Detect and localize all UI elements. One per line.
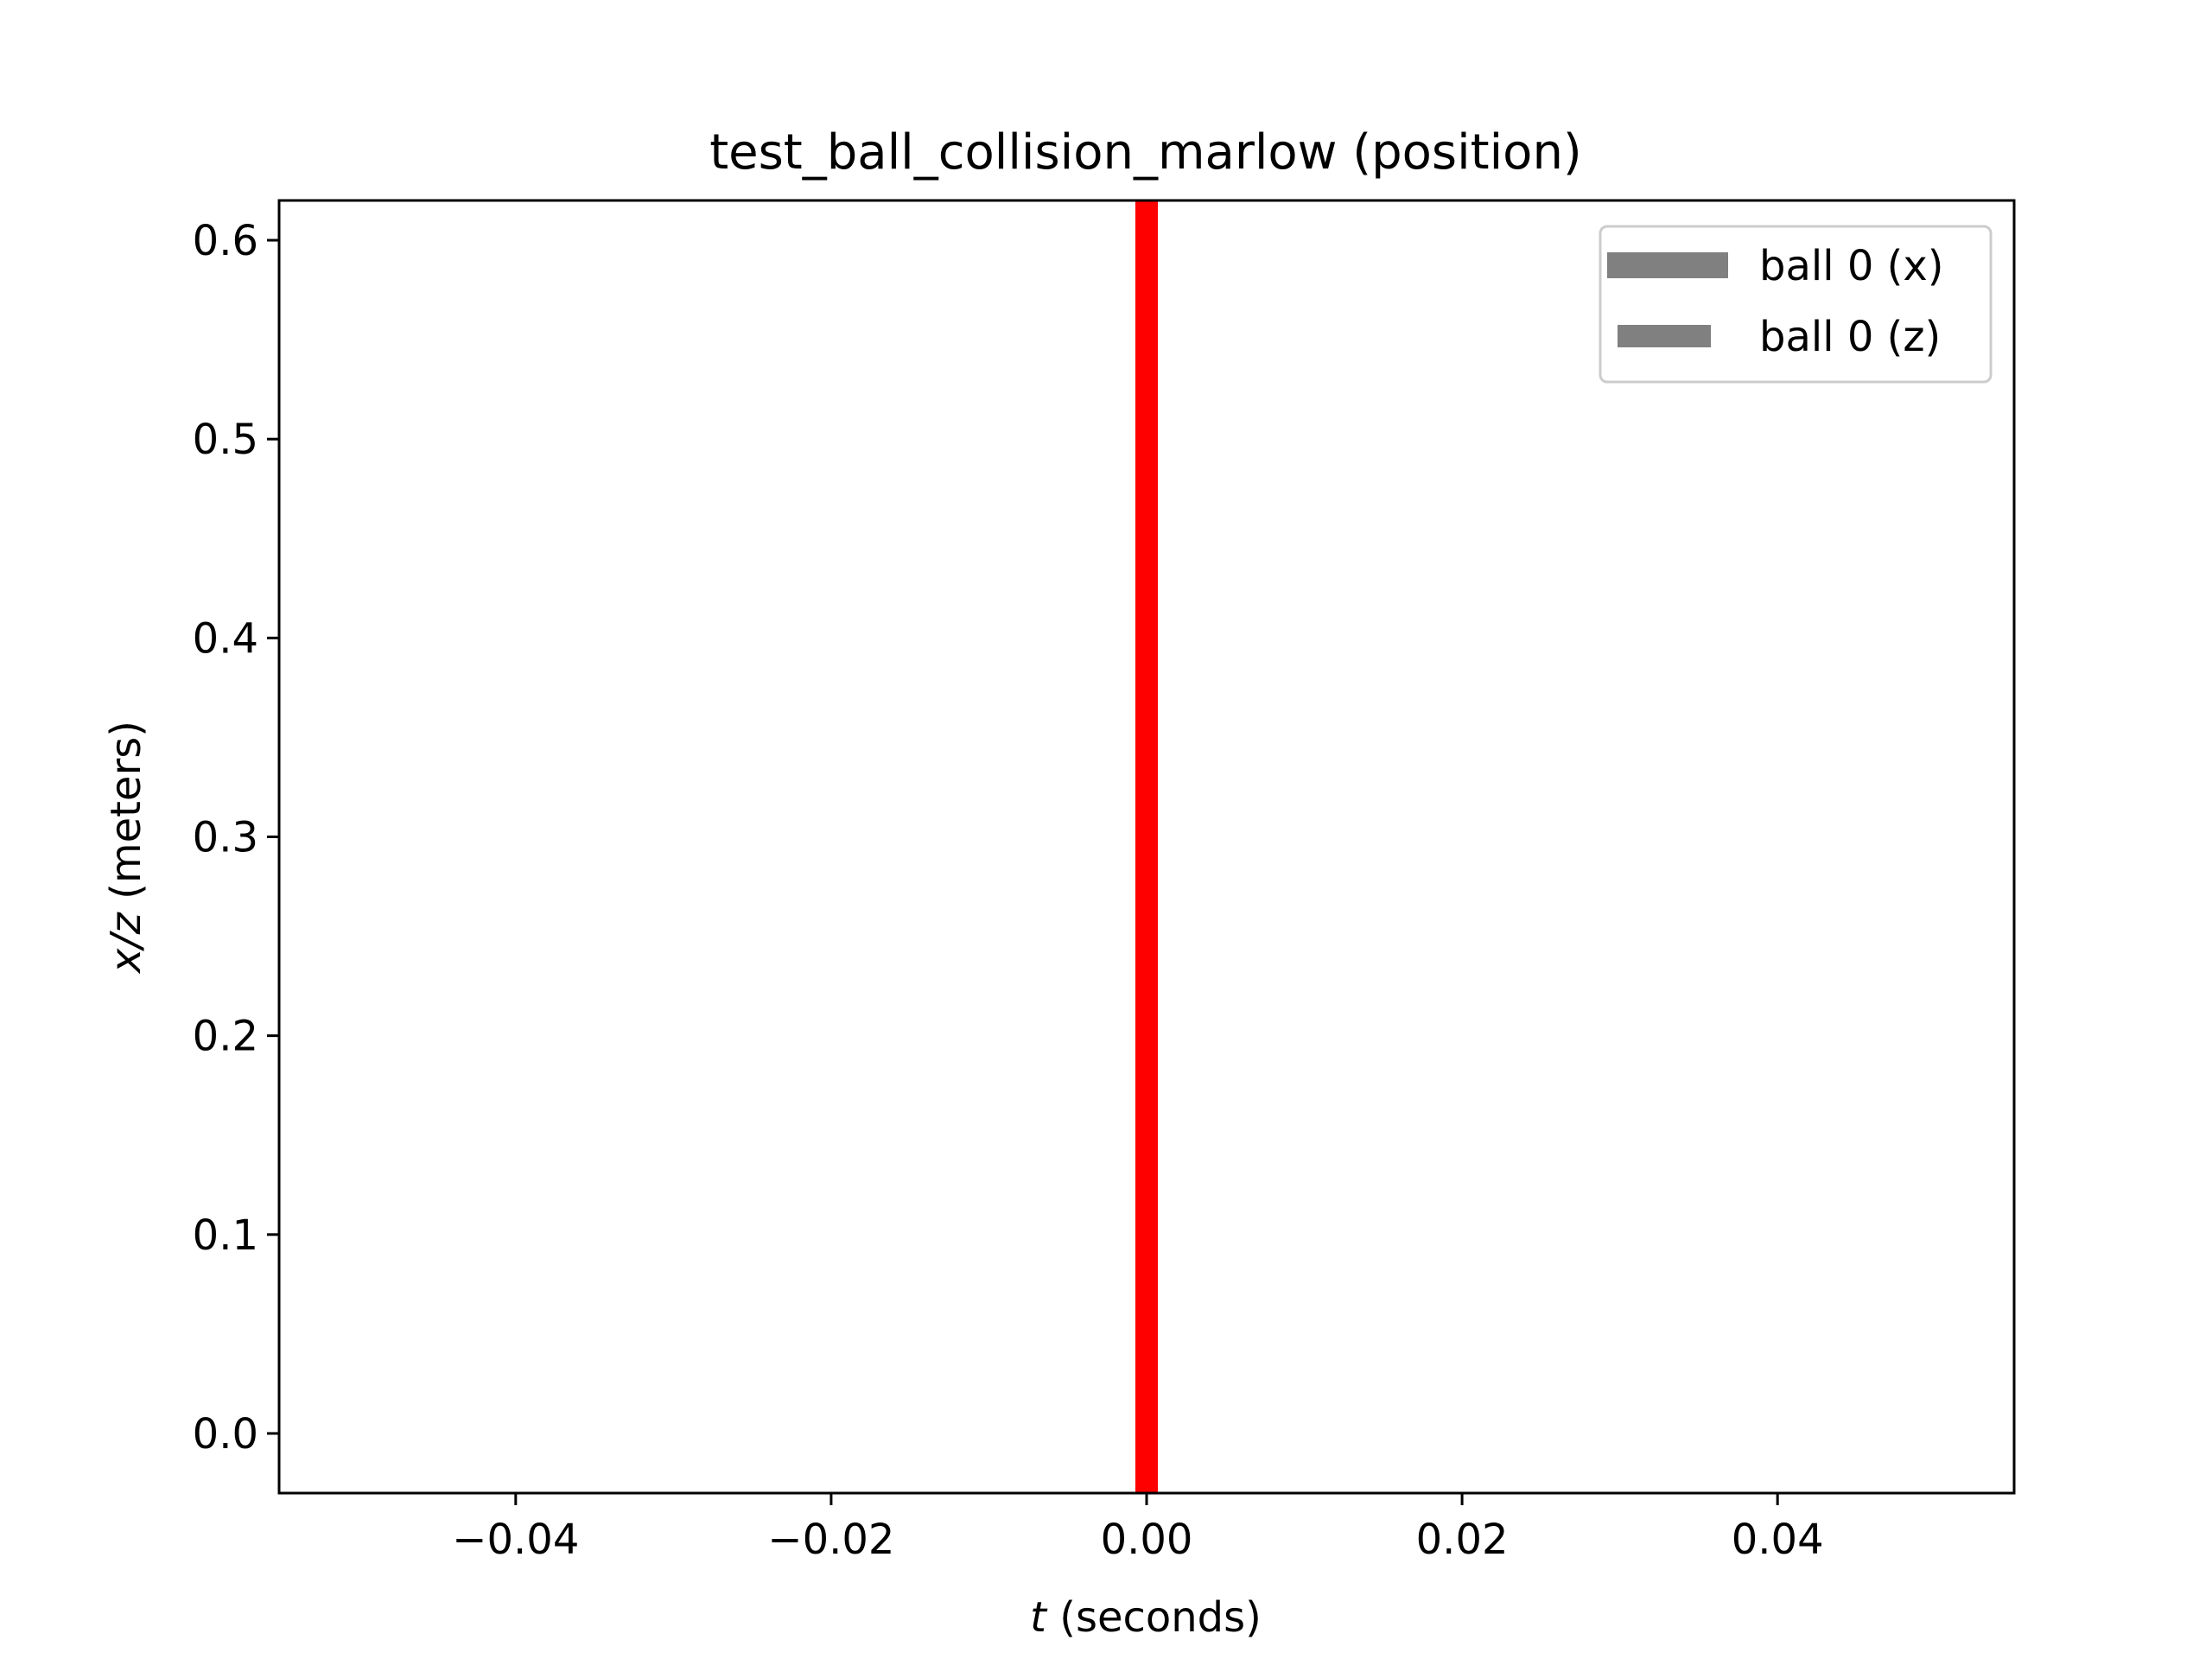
y-axis-label-symbol: x/z: [102, 911, 150, 975]
y-tick-label: 0.4: [193, 614, 258, 663]
y-axis-label: x/z (meters): [102, 721, 150, 975]
legend-label: ball 0 (x): [1759, 242, 1943, 290]
x-axis-label: t (seconds): [1030, 1593, 1262, 1642]
x-axis-label-unit: (seconds): [1046, 1593, 1262, 1642]
y-tick-label: 0.6: [193, 217, 258, 265]
chart-title: test_ball_collision_marlow (position): [709, 124, 1582, 181]
x-axis-label-symbol: t: [1030, 1593, 1048, 1642]
y-axis-label-unit: (meters): [102, 721, 150, 912]
y-tick-label: 0.5: [193, 416, 258, 464]
x-tick-label: −0.02: [767, 1516, 894, 1564]
x-axis-ticks: −0.04 −0.02 0.00 0.02 0.04: [452, 1493, 1824, 1564]
y-tick-label: 0.1: [193, 1211, 258, 1260]
y-tick-label: 0.0: [193, 1410, 258, 1459]
x-tick-label: 0.00: [1101, 1516, 1193, 1564]
legend: ball 0 (x) ball 0 (z): [1599, 225, 1993, 384]
legend-label: ball 0 (z): [1759, 313, 1941, 361]
x-tick-label: −0.04: [452, 1516, 579, 1564]
y-tick-label: 0.2: [193, 1013, 258, 1061]
y-axis-ticks: 0.0 0.1 0.2 0.3 0.4 0.5 0.6: [193, 217, 279, 1459]
legend-items: ball 0 (x) ball 0 (z): [1607, 242, 1943, 361]
x-tick-label: 0.02: [1416, 1516, 1509, 1564]
x-tick-label: 0.04: [1732, 1516, 1824, 1564]
y-tick-label: 0.3: [193, 813, 258, 861]
